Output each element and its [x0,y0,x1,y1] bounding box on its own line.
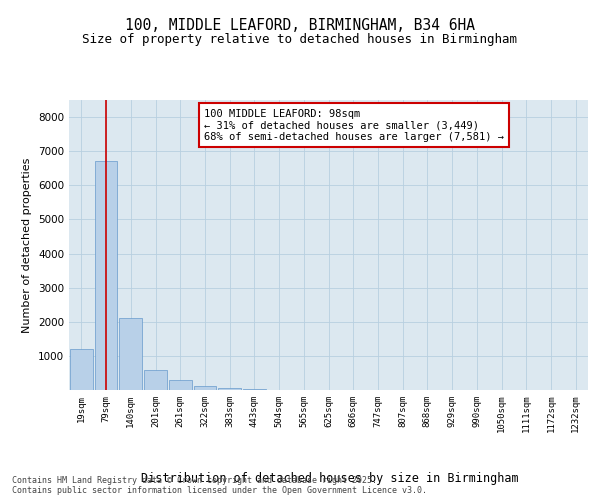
Bar [119,318,142,390]
Bar [70,349,93,390]
Bar [243,389,266,390]
Text: 100, MIDDLE LEAFORD, BIRMINGHAM, B34 6HA: 100, MIDDLE LEAFORD, BIRMINGHAM, B34 6HA [125,18,475,32]
Bar [169,380,191,390]
Bar [218,388,241,390]
Text: Distribution of detached houses by size in Birmingham: Distribution of detached houses by size … [141,472,519,485]
Y-axis label: Number of detached properties: Number of detached properties [22,158,32,332]
Text: 100 MIDDLE LEAFORD: 98sqm
← 31% of detached houses are smaller (3,449)
68% of se: 100 MIDDLE LEAFORD: 98sqm ← 31% of detac… [204,108,504,142]
Bar [144,370,167,390]
Text: Contains HM Land Registry data © Crown copyright and database right 2025.
Contai: Contains HM Land Registry data © Crown c… [12,476,427,495]
Text: Size of property relative to detached houses in Birmingham: Size of property relative to detached ho… [83,32,517,46]
Bar [194,386,216,390]
Bar [95,162,118,390]
